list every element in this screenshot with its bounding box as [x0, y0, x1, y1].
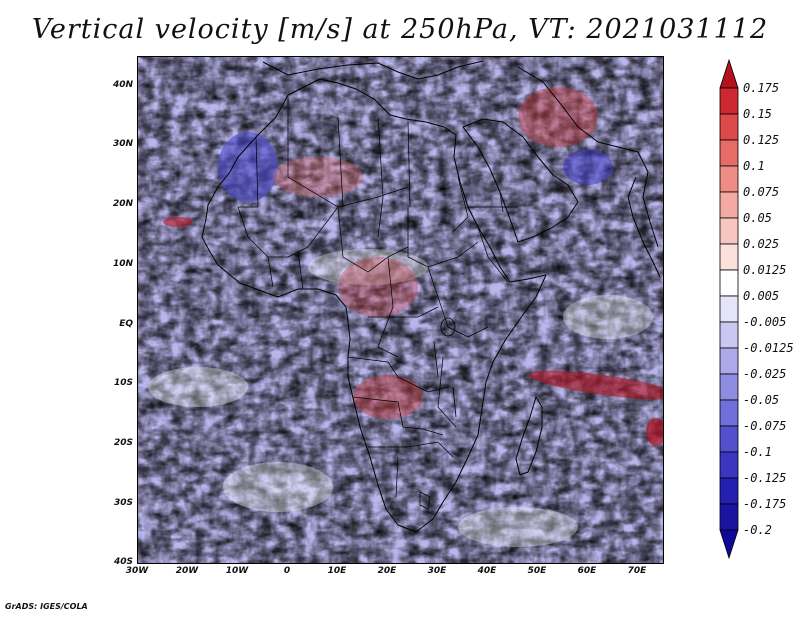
colorbar-label: -0.2	[743, 523, 772, 537]
colorbar-label: 0.125	[743, 133, 780, 147]
colorbar-label: -0.125	[743, 471, 787, 485]
lat-label-10n: 10N	[112, 259, 133, 269]
near-zero-patches	[148, 249, 653, 547]
lat-label-40n: 40N	[112, 80, 133, 90]
colorbar-swatch	[719, 321, 739, 349]
lon-label-50e: 50E	[527, 566, 547, 576]
downward-motion-layer	[138, 57, 663, 563]
colorbar-swatch	[719, 87, 739, 115]
colorbar-swatch	[719, 295, 739, 323]
lat-label-eq: EQ	[119, 319, 133, 329]
lon-label-30w: 30W	[125, 566, 149, 576]
colorbar-swatch	[719, 451, 739, 479]
colorbar-swatch	[719, 191, 739, 219]
colorbar-label: -0.0125	[743, 341, 794, 355]
lon-label-20w: 20W	[175, 566, 199, 576]
strong-features	[163, 87, 663, 446]
lon-label-10e: 10E	[327, 566, 347, 576]
lat-label-30s: 30S	[113, 498, 133, 508]
colorbar-swatch	[719, 165, 739, 193]
colorbar-label: 0.175	[743, 81, 780, 95]
lon-label-10w: 10W	[225, 566, 249, 576]
grads-credit: GrADS: IGES/COLA	[5, 602, 88, 611]
colorbar-label: 0.025	[743, 237, 780, 251]
colorbar-label: -0.175	[743, 497, 787, 511]
colorbar-swatch	[719, 399, 739, 427]
colorbar-label: 0.005	[743, 289, 780, 303]
lat-label-20n: 20N	[112, 199, 133, 209]
colorbar-label: -0.1	[743, 445, 772, 459]
lakes	[433, 317, 457, 418]
colorbar	[719, 58, 739, 560]
colorbar-label: -0.025	[743, 367, 787, 381]
colorbar-label: -0.075	[743, 419, 787, 433]
colorbar-swatch	[719, 503, 739, 531]
lon-label-40e: 40E	[477, 566, 497, 576]
colorbar-label: -0.005	[743, 315, 787, 329]
map-title: Vertical velocity [m/s] at 250hPa, VT: 2…	[31, 14, 769, 45]
lon-label-20e: 20E	[377, 566, 397, 576]
colorbar-top-arrow	[719, 58, 739, 89]
lat-label-30n: 30N	[112, 139, 133, 149]
velocity-map-svg	[138, 57, 663, 563]
colorbar-label: 0.15	[743, 107, 772, 121]
colorbar-swatch	[719, 217, 739, 245]
lon-label-70e: 70E	[627, 566, 647, 576]
colorbar-swatch	[719, 243, 739, 271]
colorbar-label: 0.1	[743, 159, 765, 173]
colorbar-label: 0.05	[743, 211, 772, 225]
velocity-map	[137, 56, 664, 564]
country-borders	[237, 97, 518, 510]
lat-label-10s: 10S	[113, 378, 133, 388]
lon-label-60e: 60E	[577, 566, 597, 576]
lon-label-0: 0	[283, 566, 291, 576]
colorbar-bottom-arrow	[719, 529, 739, 560]
colorbar-swatch	[719, 477, 739, 505]
colorbar-swatch	[719, 347, 739, 375]
lat-label-20s: 20S	[113, 438, 133, 448]
colorbar-swatch	[719, 269, 739, 297]
coastlines	[201, 60, 661, 533]
colorbar-swatch	[719, 425, 739, 453]
lat-label-40s: 40S	[113, 557, 133, 567]
colorbar-label: 0.075	[743, 185, 780, 199]
colorbar-swatch	[719, 139, 739, 167]
colorbar-label: -0.05	[743, 393, 780, 407]
colorbar-swatch	[719, 373, 739, 401]
colorbar-swatch	[719, 113, 739, 141]
lon-label-30e: 30E	[427, 566, 447, 576]
colorbar-label: 0.0125	[743, 263, 787, 277]
